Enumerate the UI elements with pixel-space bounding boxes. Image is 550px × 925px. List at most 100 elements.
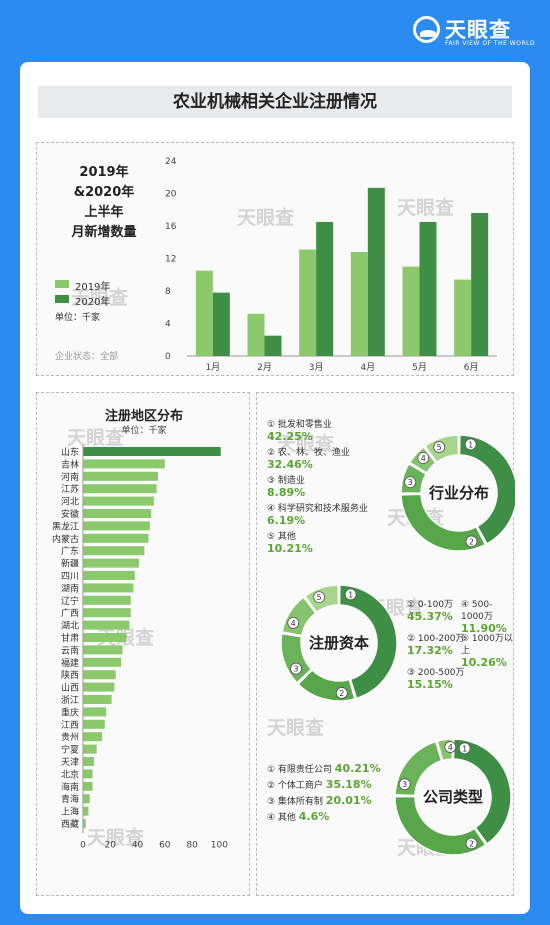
legend-percent: 45.37% xyxy=(407,610,453,623)
region-bar xyxy=(83,459,165,469)
region-bar xyxy=(83,471,158,481)
region-bar xyxy=(83,447,221,456)
legend-swatch-2020 xyxy=(55,295,69,303)
bar-2020 xyxy=(419,221,437,356)
brand-eye-icon xyxy=(413,16,440,43)
region-bar xyxy=(83,521,150,531)
region-label: 甘肃 xyxy=(61,632,79,644)
region-label: 湖南 xyxy=(61,582,79,594)
donut-slice xyxy=(452,738,512,845)
x-tick-label: 80 xyxy=(186,840,198,850)
region-bar xyxy=(83,769,93,779)
donut-title: 注册资本 xyxy=(309,634,369,652)
watermark: 天眼查 xyxy=(71,287,129,309)
region-label: 广东 xyxy=(61,545,79,557)
slice-number: 2 xyxy=(469,537,474,546)
region-bar xyxy=(83,819,86,828)
bar-2020 xyxy=(316,221,334,356)
legend-name: ⑤ 1000万以上 xyxy=(461,634,513,656)
x-tick-label: 60 xyxy=(159,840,171,850)
title-line: 月新增数量 xyxy=(71,225,137,240)
legend-percent: 10.21% xyxy=(267,542,313,555)
legend-name: ① 批发和零售业 xyxy=(267,420,332,430)
slice-number-marker xyxy=(444,741,457,753)
legend-item: ③ 制造业 8.89% xyxy=(267,475,305,499)
x-tick-label: 0 xyxy=(80,840,86,850)
region-bar xyxy=(83,484,157,494)
y-tick-label: 0 xyxy=(165,352,171,362)
slice-number-marker xyxy=(344,588,357,601)
region-bar xyxy=(83,608,131,618)
monthly-chart-title: 2019年 &2020年 上半年 月新增数量 xyxy=(49,163,159,243)
x-tick-label: 4月 xyxy=(360,362,375,373)
slice-number: 3 xyxy=(294,665,299,674)
donut-title: 行业分布 xyxy=(428,484,489,502)
region-bar xyxy=(83,670,116,680)
bar-2019 xyxy=(195,270,213,356)
legend-item: ② 农、林、牧、渔业 32.46% xyxy=(267,447,350,471)
donut-slice xyxy=(338,584,398,700)
legend-name: ① 有限责任公司 xyxy=(267,765,335,775)
region-bar xyxy=(83,533,149,543)
legend-label-2019: 2019年 xyxy=(75,282,111,293)
legend-name: ② 个体工商户 xyxy=(267,781,326,791)
slice-number-marker xyxy=(335,687,348,699)
legend-item: ③ 集体所有制 20.01% xyxy=(267,795,372,808)
slice-number-marker xyxy=(464,438,477,451)
y-tick-label: 24 xyxy=(165,157,177,167)
region-label: 新疆 xyxy=(61,558,79,570)
x-tick-label: 100 xyxy=(211,840,228,850)
region-bar xyxy=(83,583,134,593)
watermark: 天眼查 xyxy=(277,433,335,455)
title-line: &2020年 xyxy=(73,185,135,200)
x-tick-label: 2月 xyxy=(257,362,272,373)
slice-number-marker xyxy=(417,452,430,464)
bar-2019 xyxy=(402,266,420,356)
legend-percent: 15.15% xyxy=(407,678,453,691)
y-tick-label: 16 xyxy=(165,222,177,232)
legend-percent: 17.32% xyxy=(407,644,453,657)
region-bar-chart: 山东吉林河南江苏河北安徽黑龙江内蒙古广东新疆四川湖南辽宁广西湖北甘肃云南福建陕西… xyxy=(52,445,228,850)
x-tick-label: 1月 xyxy=(205,362,220,373)
region-label: 安徽 xyxy=(61,508,79,520)
legend-percent: 20.01% xyxy=(325,794,372,807)
y-tick-label: 4 xyxy=(165,320,171,330)
region-bar xyxy=(83,794,90,804)
slice-number: 5 xyxy=(437,443,442,452)
donut-slice xyxy=(280,632,313,684)
region-chart-panel: 天眼查 天眼查 天眼查 注册地区分布 单位：千家 山东吉林河南江苏河北安徽黑龙江… xyxy=(36,392,250,896)
donut-slice xyxy=(400,493,487,552)
region-bar xyxy=(83,645,123,655)
bar-2019 xyxy=(454,279,472,356)
legend-label-2020: 2020年 xyxy=(75,297,111,308)
donut-title: 公司类型 xyxy=(423,788,483,806)
legend-name: ③ 制造业 xyxy=(267,476,305,486)
legend-name: ⑤ 其他 xyxy=(267,532,296,542)
slice-number-marker xyxy=(465,837,478,850)
region-bar xyxy=(83,558,139,568)
legend-item: ⑤ 其他 10.21% xyxy=(267,531,313,555)
slice-number: 1 xyxy=(468,440,473,449)
bar-2020 xyxy=(367,187,385,356)
region-label: 江苏 xyxy=(61,483,79,495)
title-line: 上半年 xyxy=(84,205,124,220)
legend-item: ① 有限责任公司 40.21% xyxy=(267,763,381,776)
region-label: 贵州 xyxy=(61,731,79,743)
region-label: 山东 xyxy=(61,446,79,458)
region-label: 湖北 xyxy=(61,621,79,632)
slice-number: 4 xyxy=(421,454,426,463)
legend-percent: 32.46% xyxy=(267,458,313,471)
legend-percent: 6.19% xyxy=(267,514,306,527)
y-tick-label: 12 xyxy=(165,255,176,265)
region-bar xyxy=(83,633,127,642)
region-label: 四川 xyxy=(61,572,79,582)
slice-number-marker xyxy=(433,441,446,453)
watermark: 天眼查 xyxy=(87,827,145,849)
region-label: 陕西 xyxy=(61,669,79,681)
slice-number-marker xyxy=(287,617,300,629)
y-tick-label: 8 xyxy=(165,287,171,297)
region-bar xyxy=(83,496,154,506)
legend-item: ④ 其他 4.6% xyxy=(267,811,329,824)
region-bar xyxy=(83,595,131,605)
legend-name: ① 0-100万 xyxy=(407,600,454,610)
